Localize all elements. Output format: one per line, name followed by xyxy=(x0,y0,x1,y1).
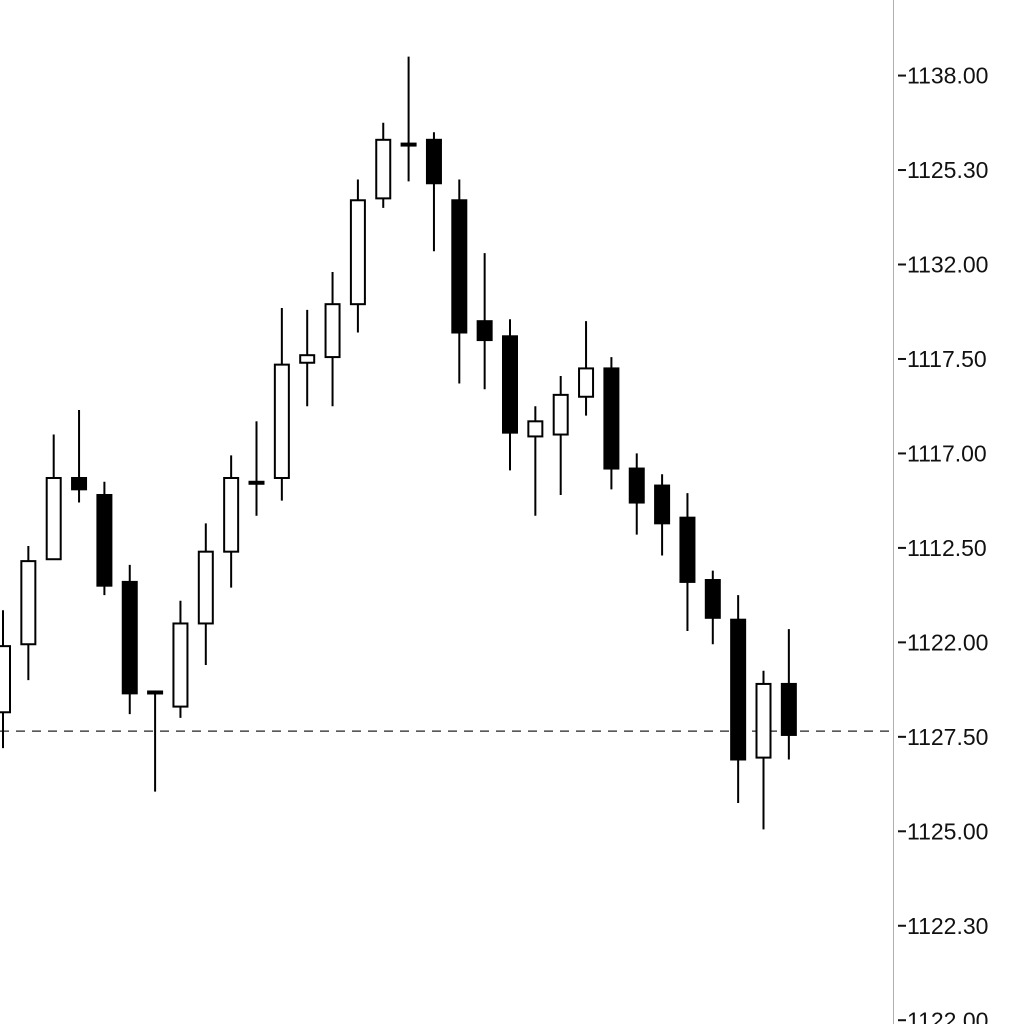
y-tick-label: 1122.00 xyxy=(907,1007,988,1024)
candle-body xyxy=(704,579,721,619)
y-tick-label: 1122.30 xyxy=(907,913,988,939)
candle-body xyxy=(172,622,189,708)
candle-body xyxy=(780,682,797,736)
y-tick-label: 1138.00 xyxy=(907,63,988,89)
candle-body xyxy=(603,367,620,470)
candle-body xyxy=(476,320,493,342)
candle-body xyxy=(755,682,772,759)
candle-body xyxy=(147,690,164,695)
y-tick-label: 1125.00 xyxy=(907,818,988,844)
candle-body xyxy=(324,303,341,359)
y-tick-label: 1112.50 xyxy=(907,535,987,561)
candle-body xyxy=(121,580,138,695)
candle-body xyxy=(71,476,88,491)
candle-body xyxy=(0,645,11,714)
candle-body xyxy=(730,618,747,761)
candle-body xyxy=(628,467,645,504)
candle-body xyxy=(654,484,671,525)
y-tick-label: 1117.00 xyxy=(907,441,987,467)
y-tick-label: 1127.50 xyxy=(907,724,988,750)
y-tick-label: 1125.30 xyxy=(907,157,988,183)
candle-body xyxy=(451,199,468,334)
candle-body xyxy=(400,142,417,147)
candle-body xyxy=(502,335,518,434)
candle-body xyxy=(527,420,544,438)
candle-body xyxy=(425,138,442,185)
candle-body xyxy=(349,199,366,306)
candle-body xyxy=(273,363,290,479)
y-tick-label: 1132.00 xyxy=(907,252,988,278)
candle-body xyxy=(299,354,316,364)
candle-body xyxy=(197,550,214,625)
candle-body xyxy=(248,480,265,485)
candle-body xyxy=(96,493,113,587)
y-tick-label: 1117.50 xyxy=(907,346,987,372)
candle-body xyxy=(45,476,62,561)
candle-body xyxy=(552,393,569,436)
candle-body xyxy=(578,367,595,398)
candle-body xyxy=(20,560,37,646)
candle-body xyxy=(223,476,240,553)
y-tick-label: 1122.00 xyxy=(907,629,988,655)
candle-body xyxy=(375,138,392,200)
candle-body xyxy=(679,516,696,583)
